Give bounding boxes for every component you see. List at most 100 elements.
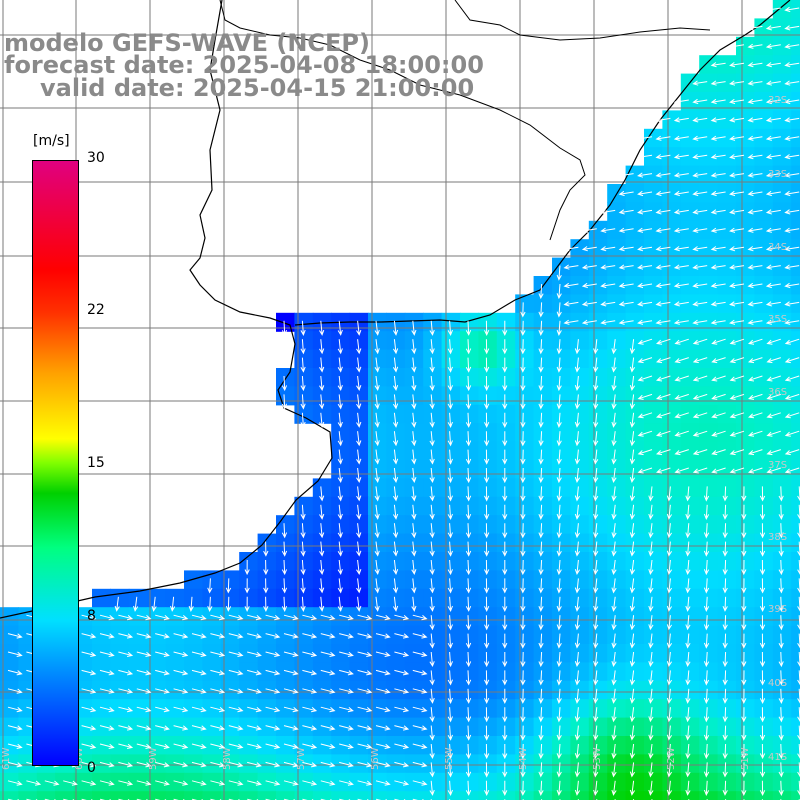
wind-arrow — [747, 43, 763, 49]
wind-arrow — [465, 467, 472, 484]
wind-arrow — [302, 651, 318, 657]
wind-arrow — [207, 596, 213, 612]
wind-arrow — [538, 725, 544, 741]
wind-arrow — [729, 449, 745, 456]
wind-arrow — [502, 633, 508, 649]
wind-cell — [147, 662, 167, 682]
wind-arrow — [648, 504, 654, 520]
wind-cell — [294, 533, 314, 553]
wind-arrow — [741, 559, 747, 576]
wind-cell — [515, 662, 535, 682]
wind-cell — [202, 644, 222, 663]
wind-cell — [220, 570, 240, 590]
wind-arrow — [656, 449, 671, 456]
wind-cell — [625, 699, 645, 719]
wind-arrow — [265, 633, 281, 639]
wind-arrow — [703, 541, 710, 557]
wind-arrow — [136, 688, 152, 694]
wind-cell — [404, 515, 424, 535]
wind-cell — [717, 202, 737, 222]
wind-arrow — [484, 615, 490, 631]
wind-cell — [791, 588, 800, 608]
wind-cell — [791, 570, 800, 590]
wind-cell — [625, 662, 645, 682]
wind-arrow — [302, 743, 318, 749]
wind-cell — [386, 662, 406, 682]
wind-cell — [331, 441, 351, 461]
wind-arrow — [447, 743, 453, 760]
wind-arrow — [447, 339, 453, 355]
wind-arrow — [357, 761, 373, 768]
wind-cell — [680, 533, 700, 553]
wind-arrow — [556, 412, 562, 428]
wind-arrow — [300, 375, 306, 392]
wind-cell — [515, 644, 535, 663]
wind-cell — [239, 772, 259, 792]
wind-arrow — [784, 412, 800, 419]
wind-arrow — [766, 467, 781, 474]
wind-arrow — [502, 320, 508, 336]
wind-cell — [791, 0, 800, 19]
wind-arrow — [319, 394, 325, 410]
wind-arrow — [502, 615, 508, 631]
colorbar-tick-22: 22 — [87, 302, 105, 318]
wind-arrow — [784, 227, 800, 233]
wind-cell — [570, 754, 590, 774]
wind-arrow — [191, 669, 207, 676]
wind-cell — [736, 625, 755, 645]
wind-cell — [478, 533, 498, 553]
wind-arrow — [429, 394, 435, 410]
wind-cell — [772, 791, 792, 800]
wind-arrow — [556, 541, 562, 557]
wind-arrow — [563, 301, 579, 307]
wind-arrow — [766, 449, 781, 456]
wind-cell — [386, 441, 406, 461]
wind-arrow — [484, 559, 490, 576]
wind-cell — [128, 625, 148, 645]
wind-cell — [717, 644, 737, 663]
wind-arrow — [374, 375, 380, 392]
wind-cell — [460, 331, 479, 351]
wind-cell — [496, 607, 516, 627]
wind-arrow — [99, 725, 115, 731]
wind-cell — [772, 644, 792, 663]
wind-cell — [552, 349, 571, 369]
wind-arrow — [411, 541, 417, 557]
wind-cell — [312, 717, 332, 737]
wind-cell — [184, 699, 203, 719]
wind-arrow — [722, 780, 728, 796]
wind-arrow — [556, 265, 562, 281]
wind-arrow — [394, 743, 410, 749]
wind-cell — [478, 386, 498, 406]
wind-arrow — [81, 725, 97, 731]
wind-arrow — [765, 209, 781, 215]
wind-cell — [552, 515, 571, 535]
wind-arrow — [210, 688, 226, 694]
wind-cell — [588, 791, 608, 800]
wind-cell — [588, 496, 608, 516]
wind-cell — [165, 736, 185, 755]
wind-arrow — [394, 780, 410, 786]
model-title: modelo GEFS-WAVE (NCEP) — [4, 29, 370, 57]
wind-cell — [717, 423, 737, 443]
wind-cell — [607, 662, 627, 682]
wind-cell — [220, 754, 240, 774]
wind-cell — [662, 662, 682, 682]
wind-cell — [680, 404, 700, 424]
wind-cell — [699, 55, 719, 75]
wind-arrow — [722, 670, 728, 686]
wind-cell — [515, 404, 535, 424]
wind-arrow — [637, 449, 653, 456]
wind-cell — [257, 644, 277, 663]
wind-cell — [312, 496, 332, 516]
wind-cell — [754, 441, 774, 461]
wind-cell — [772, 55, 792, 75]
wind-cell — [92, 736, 111, 755]
wind-arrow — [637, 319, 653, 325]
wind-arrow — [711, 467, 726, 474]
wind-arrow — [759, 651, 766, 668]
wind-arrow — [247, 761, 262, 768]
wind-cell — [736, 331, 755, 351]
wind-arrow — [447, 449, 453, 465]
wind-cell — [386, 754, 406, 774]
